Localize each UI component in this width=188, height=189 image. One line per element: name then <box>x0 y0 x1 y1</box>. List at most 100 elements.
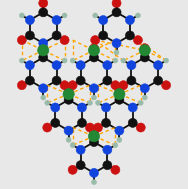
Circle shape <box>138 100 143 105</box>
Circle shape <box>63 88 74 100</box>
Circle shape <box>115 86 124 95</box>
Circle shape <box>89 53 99 62</box>
Circle shape <box>140 53 149 62</box>
Circle shape <box>125 15 134 25</box>
Circle shape <box>64 95 73 104</box>
Circle shape <box>66 137 71 142</box>
Circle shape <box>25 15 34 25</box>
Circle shape <box>89 168 99 177</box>
Circle shape <box>115 126 124 135</box>
Circle shape <box>38 45 49 56</box>
Circle shape <box>25 76 34 85</box>
Circle shape <box>127 61 136 70</box>
Circle shape <box>113 58 118 63</box>
Circle shape <box>140 84 149 93</box>
Circle shape <box>117 137 122 142</box>
Circle shape <box>70 58 75 63</box>
Circle shape <box>76 76 85 85</box>
Circle shape <box>62 13 67 18</box>
Circle shape <box>89 44 99 53</box>
Circle shape <box>77 118 86 127</box>
Circle shape <box>93 13 98 18</box>
Circle shape <box>92 180 96 185</box>
Circle shape <box>128 118 137 127</box>
Circle shape <box>51 118 60 127</box>
Circle shape <box>41 50 46 55</box>
Circle shape <box>142 95 147 100</box>
Circle shape <box>45 100 50 105</box>
Circle shape <box>88 100 92 105</box>
Circle shape <box>103 161 112 170</box>
Circle shape <box>39 39 48 48</box>
Circle shape <box>125 31 134 40</box>
Circle shape <box>89 138 99 147</box>
Circle shape <box>86 123 95 132</box>
Circle shape <box>128 103 137 112</box>
Circle shape <box>70 143 75 148</box>
Circle shape <box>96 100 100 105</box>
Circle shape <box>39 53 48 62</box>
Circle shape <box>39 8 48 17</box>
Circle shape <box>68 165 77 174</box>
Circle shape <box>162 81 171 90</box>
Circle shape <box>39 0 48 8</box>
Circle shape <box>136 13 140 18</box>
Circle shape <box>114 50 119 55</box>
Circle shape <box>115 95 124 104</box>
Circle shape <box>89 128 99 137</box>
Circle shape <box>112 0 121 8</box>
Circle shape <box>127 76 136 85</box>
Circle shape <box>99 31 108 40</box>
Circle shape <box>103 61 112 70</box>
Circle shape <box>76 145 85 154</box>
Circle shape <box>111 81 120 90</box>
Circle shape <box>92 95 96 100</box>
Circle shape <box>88 131 100 142</box>
Circle shape <box>103 145 112 154</box>
Circle shape <box>19 58 24 63</box>
Circle shape <box>103 76 112 85</box>
Circle shape <box>60 81 69 90</box>
Circle shape <box>102 103 111 112</box>
Circle shape <box>25 61 34 70</box>
Circle shape <box>52 76 61 85</box>
Circle shape <box>64 86 73 95</box>
Circle shape <box>77 103 86 112</box>
Circle shape <box>112 39 121 48</box>
Circle shape <box>39 44 48 53</box>
Circle shape <box>139 45 150 56</box>
Circle shape <box>68 81 77 90</box>
Circle shape <box>121 58 126 63</box>
Circle shape <box>76 161 85 170</box>
Circle shape <box>99 15 108 25</box>
Circle shape <box>52 15 61 25</box>
Circle shape <box>52 31 61 40</box>
Circle shape <box>43 123 52 132</box>
Circle shape <box>111 165 120 174</box>
Circle shape <box>113 143 118 148</box>
Circle shape <box>17 81 26 90</box>
Circle shape <box>112 8 121 17</box>
Circle shape <box>119 81 128 90</box>
Circle shape <box>25 31 34 40</box>
Circle shape <box>62 58 67 63</box>
Circle shape <box>164 58 169 63</box>
Circle shape <box>89 84 99 93</box>
Circle shape <box>136 123 145 132</box>
Circle shape <box>102 118 111 127</box>
Circle shape <box>41 95 46 100</box>
Circle shape <box>64 126 73 135</box>
Circle shape <box>140 44 149 53</box>
Circle shape <box>51 103 60 112</box>
Circle shape <box>76 61 85 70</box>
Circle shape <box>91 36 100 45</box>
Circle shape <box>154 76 163 85</box>
Circle shape <box>17 36 26 45</box>
Circle shape <box>154 61 163 70</box>
Circle shape <box>88 45 100 56</box>
Circle shape <box>114 88 125 100</box>
Circle shape <box>19 13 24 18</box>
Circle shape <box>133 36 143 45</box>
Circle shape <box>60 36 69 45</box>
Circle shape <box>93 123 102 132</box>
